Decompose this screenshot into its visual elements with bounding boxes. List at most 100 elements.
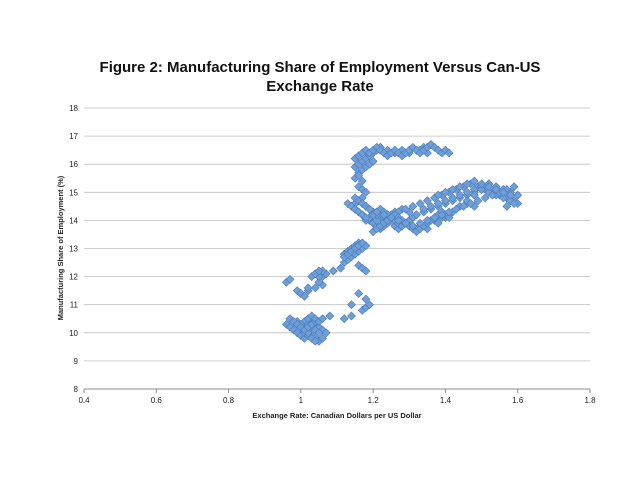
y-tick-label: 14 xyxy=(69,216,78,225)
data-point xyxy=(394,215,403,225)
data-point xyxy=(513,190,523,200)
data-point xyxy=(314,266,324,276)
data-point xyxy=(321,328,331,338)
data-point xyxy=(469,176,479,186)
data-point xyxy=(300,291,309,301)
data-point xyxy=(462,187,472,197)
data-point xyxy=(379,210,389,220)
data-points xyxy=(281,140,523,346)
grid-lines xyxy=(84,107,590,362)
data-point xyxy=(444,213,454,223)
y-tick-label: 18 xyxy=(69,104,78,113)
data-point xyxy=(502,201,512,211)
data-point xyxy=(325,311,335,321)
data-point xyxy=(498,193,508,203)
data-point xyxy=(451,204,461,214)
chart-title-line-2: Exchange Rate xyxy=(266,78,374,95)
y-axis-title: Manufacturing Share of Employment (%) xyxy=(56,175,65,320)
data-point xyxy=(336,263,346,273)
data-point xyxy=(408,221,418,231)
axes xyxy=(83,388,591,393)
data-point xyxy=(415,218,425,228)
chart-title: Figure 2: Manufacturing Share of Employm… xyxy=(0,58,640,96)
data-point xyxy=(354,171,364,180)
data-point xyxy=(401,218,411,228)
data-point xyxy=(357,176,367,186)
data-point xyxy=(477,179,486,189)
data-point xyxy=(314,277,324,287)
data-point xyxy=(466,199,476,208)
data-point xyxy=(347,311,356,321)
data-point xyxy=(469,190,479,200)
data-point xyxy=(365,300,374,310)
y-tick-label: 13 xyxy=(69,245,78,254)
data-point xyxy=(365,204,374,214)
data-point xyxy=(455,182,465,192)
x-tick-label: 1.2 xyxy=(368,396,380,405)
data-point xyxy=(506,190,515,200)
data-point xyxy=(419,204,429,214)
x-tick-label: 1 xyxy=(299,396,304,405)
y-tick-label: 9 xyxy=(74,357,79,366)
data-point xyxy=(433,218,443,228)
data-point xyxy=(430,213,440,223)
data-point xyxy=(437,210,447,220)
data-point xyxy=(441,196,450,206)
y-tick-label: 8 xyxy=(74,385,79,394)
data-point xyxy=(444,148,454,158)
data-point xyxy=(448,193,458,203)
data-point xyxy=(415,199,425,208)
data-point xyxy=(354,289,364,298)
data-point xyxy=(498,187,508,197)
data-point xyxy=(361,187,371,197)
data-point xyxy=(444,207,454,217)
data-point xyxy=(386,213,396,223)
data-point xyxy=(509,182,519,192)
data-point xyxy=(509,199,519,208)
data-point xyxy=(361,213,371,223)
y-tick-label: 12 xyxy=(69,273,78,282)
x-tick-label: 1.4 xyxy=(440,396,452,405)
data-point xyxy=(361,294,371,304)
y-tick-label: 11 xyxy=(70,301,79,310)
chart-title-line-1: Figure 2: Manufacturing Share of Employm… xyxy=(99,59,541,76)
data-point xyxy=(433,190,443,200)
x-tick-label: 1.6 xyxy=(512,396,524,405)
data-point xyxy=(473,196,483,206)
data-point xyxy=(314,328,324,338)
data-point xyxy=(328,266,338,276)
data-point xyxy=(368,156,378,166)
data-point xyxy=(310,283,320,293)
data-point xyxy=(441,187,450,197)
data-point xyxy=(480,193,490,203)
data-point xyxy=(372,215,382,225)
data-point xyxy=(372,207,382,217)
data-point xyxy=(318,333,327,343)
x-tick-label: 0.8 xyxy=(223,396,235,405)
data-point xyxy=(462,179,472,189)
data-point xyxy=(477,185,486,194)
data-point xyxy=(357,238,367,248)
x-axis-title: Exchange Rate: Canadian Dollars per US D… xyxy=(252,411,421,420)
y-tick-label: 15 xyxy=(69,188,78,197)
data-point xyxy=(412,210,421,220)
data-point xyxy=(491,185,501,194)
y-tick-label: 10 xyxy=(69,329,78,338)
data-point xyxy=(401,204,411,214)
data-point xyxy=(422,196,432,206)
x-tick-label: 0.4 xyxy=(78,396,90,405)
tick-labels: 8 9 10 11 12 13 14 15 16 17 18 0.4 0.6 0.8 1 1.2 1.4 1.6 1… xyxy=(69,104,596,405)
data-point xyxy=(422,215,432,225)
y-tick-label: 16 xyxy=(69,160,78,169)
data-point xyxy=(285,274,295,284)
data-point xyxy=(484,182,494,192)
data-point xyxy=(455,190,465,200)
data-point xyxy=(361,266,371,276)
data-point xyxy=(310,336,320,346)
x-tick-label: 0.6 xyxy=(151,396,163,405)
data-point xyxy=(459,201,468,211)
data-point xyxy=(347,300,356,310)
data-point xyxy=(339,314,349,324)
data-point xyxy=(433,199,443,208)
